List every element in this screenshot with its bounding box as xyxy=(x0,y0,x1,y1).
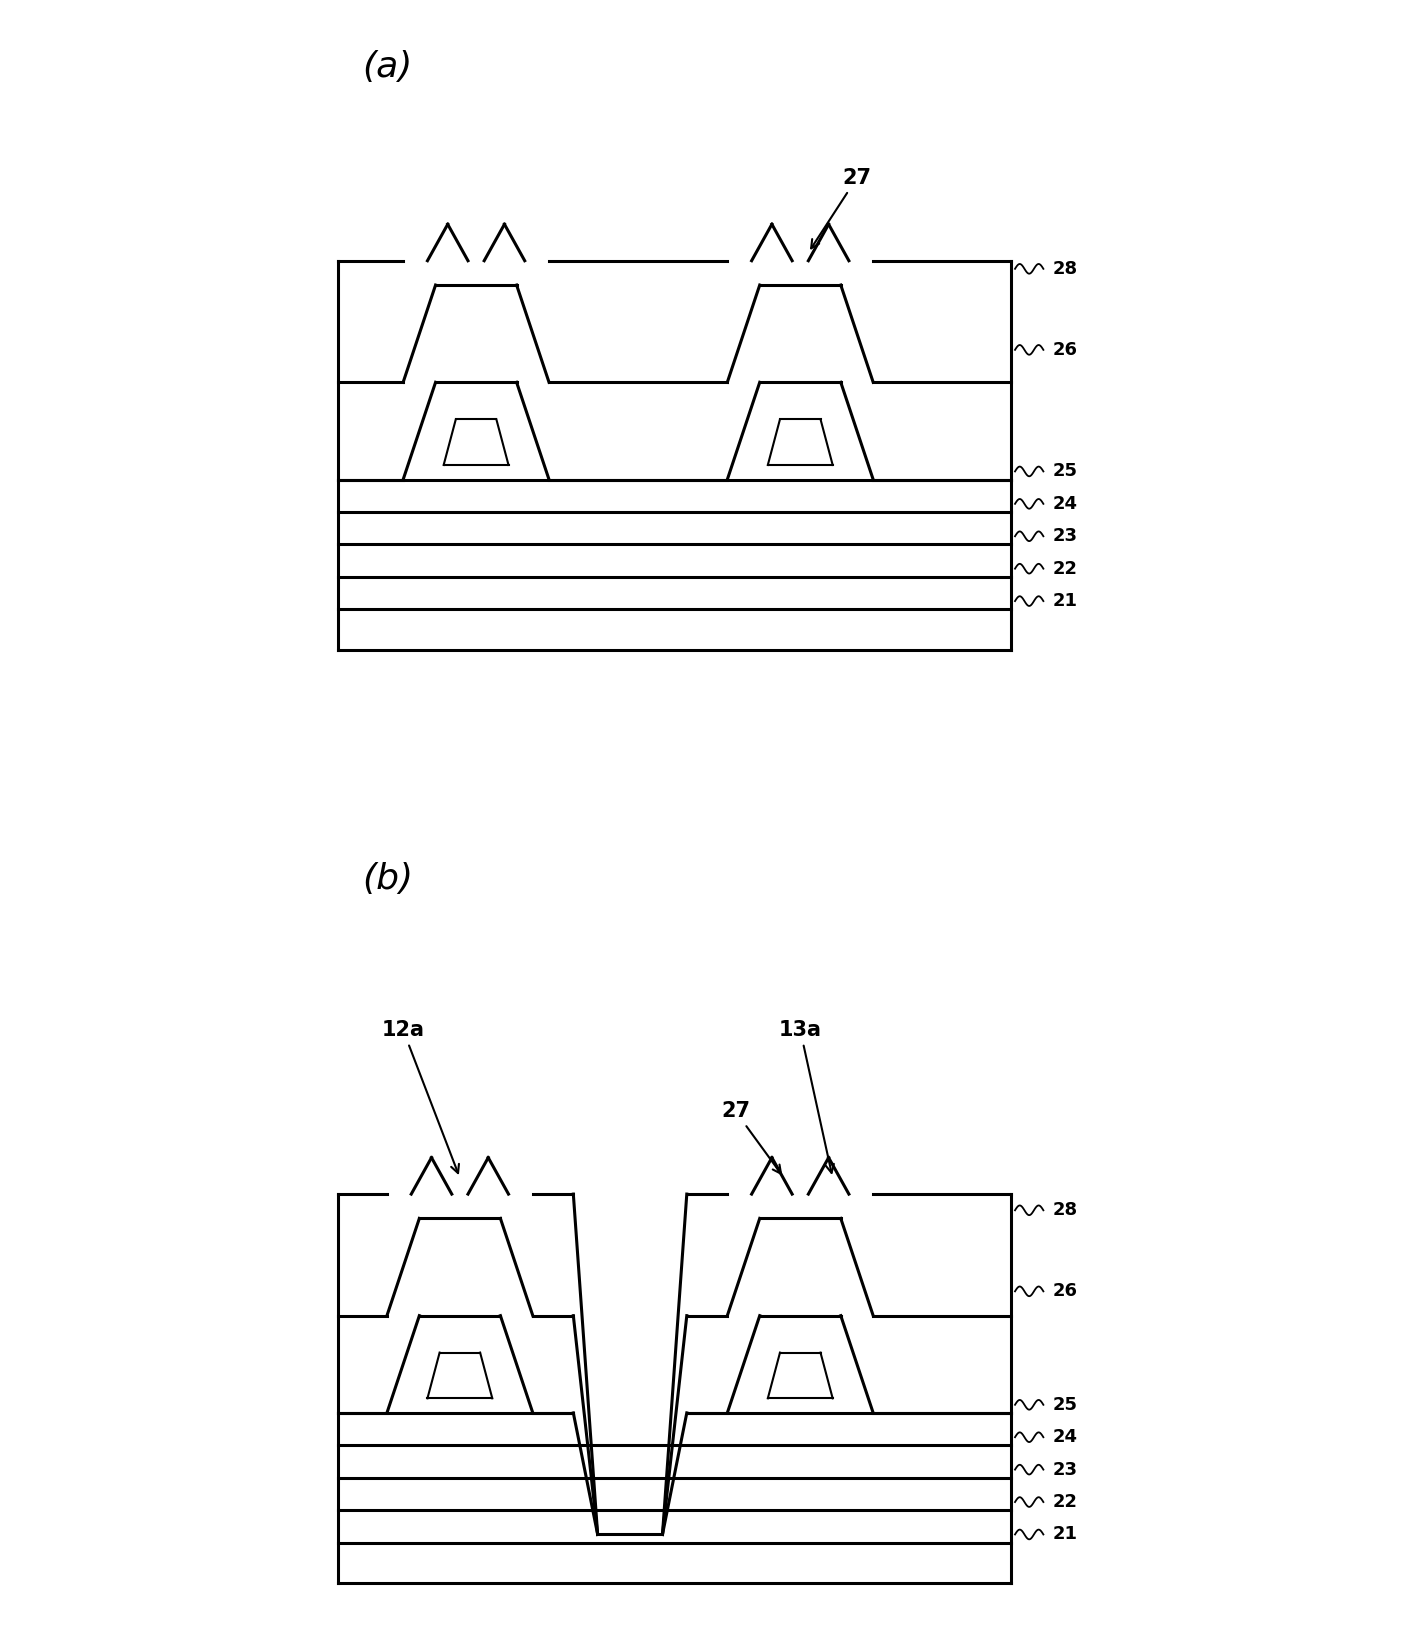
Text: 24: 24 xyxy=(1053,496,1078,514)
Text: 28: 28 xyxy=(1053,1201,1078,1219)
Text: 26: 26 xyxy=(1053,1282,1078,1300)
Text: 26: 26 xyxy=(1053,341,1078,359)
Text: (a): (a) xyxy=(363,50,413,84)
Text: 27: 27 xyxy=(721,1102,782,1173)
Text: 25: 25 xyxy=(1053,463,1078,481)
Text: 28: 28 xyxy=(1053,260,1078,278)
Text: 23: 23 xyxy=(1053,526,1078,546)
Text: 21: 21 xyxy=(1053,1526,1078,1544)
Text: 12a: 12a xyxy=(381,1020,458,1173)
Text: 23: 23 xyxy=(1053,1461,1078,1479)
Text: 25: 25 xyxy=(1053,1396,1078,1414)
Text: 24: 24 xyxy=(1053,1428,1078,1446)
Text: (b): (b) xyxy=(363,861,413,895)
Text: 27: 27 xyxy=(811,167,872,249)
Text: 22: 22 xyxy=(1053,1493,1078,1511)
Text: 13a: 13a xyxy=(779,1020,834,1173)
Text: 22: 22 xyxy=(1053,559,1078,577)
Text: 21: 21 xyxy=(1053,592,1078,609)
